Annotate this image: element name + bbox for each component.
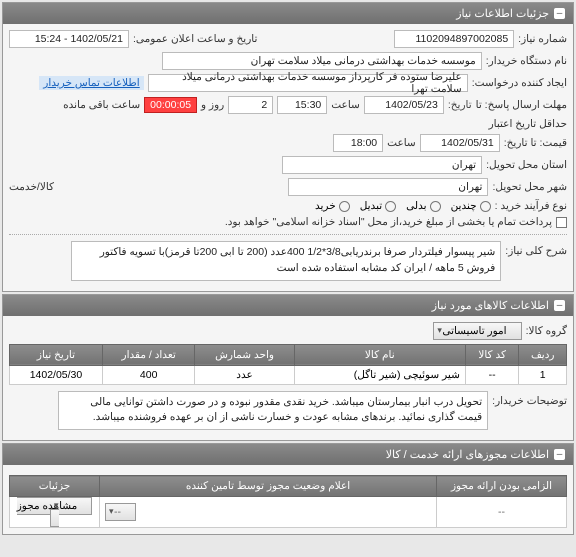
panel-title: جزئیات اطلاعات نیاز xyxy=(456,7,549,20)
cell-details: مشاهده مجوز xyxy=(10,497,100,528)
reply-deadline-label: مهلت ارسال پاسخ: تا xyxy=(476,99,567,111)
permits-table: الزامی بودن ارائه مجوز اعلام وضعیت مجوز … xyxy=(9,475,567,528)
requestor-field: علیرضا ستوده فر کارپرداز موسسه خدمات بهد… xyxy=(148,74,468,92)
until-time-field: 18:00 xyxy=(333,134,383,152)
need-no-field: 1102094897002085 xyxy=(394,30,514,48)
summary-label: شرح کلی نیاز: xyxy=(505,241,567,257)
reply-time-field: 15:30 xyxy=(277,96,327,114)
time-label-1: ساعت xyxy=(331,99,360,111)
cell-qty: 400 xyxy=(102,365,194,384)
need-info-header[interactable]: – جزئیات اطلاعات نیاز xyxy=(3,3,573,24)
cell-name: شیر سوئیچی (شیر تاگل) xyxy=(294,365,465,384)
contact-link[interactable]: اطلاعات تماس خریدار xyxy=(39,76,143,90)
goods-group-dropdown[interactable]: امور تاسیساتی xyxy=(433,322,521,340)
buy-type-label: نوع فرآیند خرید : xyxy=(495,200,567,212)
panel-title: اطلاعات کالاهای مورد نیاز xyxy=(432,299,549,312)
col-name: نام کالا xyxy=(294,344,465,365)
until-label: قیمت: تا تاریخ: xyxy=(504,137,567,149)
day-and-label: روز و xyxy=(201,99,224,111)
goods-header[interactable]: – اطلاعات کالاهای مورد نیاز xyxy=(3,295,573,316)
pub-date-field: 1402/05/21 - 15:24 xyxy=(9,30,129,48)
city-field: تهران xyxy=(288,178,488,196)
buyer-org-label: نام دستگاه خریدار: xyxy=(486,55,567,67)
need-info-body: شماره نیاز: 1102094897002085 تاریخ و ساع… xyxy=(3,24,573,291)
goods-table: ردیف کد کالا نام کالا واحد شمارش تعداد /… xyxy=(9,344,567,385)
pub-date-label: تاریخ و ساعت اعلان عمومی: xyxy=(133,33,257,45)
col-mandatory: الزامی بودن ارائه مجوز xyxy=(437,476,567,497)
cell-mandatory: -- xyxy=(437,497,567,528)
panel-title: اطلاعات مجوزهای ارائه خدمت / کالا xyxy=(386,448,549,461)
days-left-field: 2 xyxy=(228,96,273,114)
col-unit: واحد شمارش xyxy=(195,344,294,365)
col-details: جزئیات xyxy=(10,476,100,497)
col-date: تاریخ نیاز xyxy=(10,344,103,365)
col-status: اعلام وضعیت مجوز توسط تامین کننده xyxy=(100,476,437,497)
collapse-icon[interactable]: – xyxy=(554,300,565,311)
goods-panel: – اطلاعات کالاهای مورد نیاز گروه کالا: ا… xyxy=(2,294,574,442)
buyer-notes-label: توضیحات خریدار: xyxy=(492,391,567,407)
treasury-checkbox[interactable] xyxy=(556,217,567,228)
requestor-label: ایجاد کننده درخواست: xyxy=(472,77,567,89)
table-row[interactable]: 1 -- شیر سوئیچی (شیر تاگل) عدد 400 1402/… xyxy=(10,365,567,384)
collapse-icon[interactable]: – xyxy=(554,449,565,460)
table-row: -- -- مشاهده مجوز xyxy=(10,497,567,528)
need-no-label: شماره نیاز: xyxy=(518,33,567,45)
permits-header[interactable]: – اطلاعات مجوزهای ارائه خدمت / کالا xyxy=(3,444,573,465)
divider xyxy=(9,234,567,235)
province-label: استان محل تحویل: xyxy=(486,159,567,171)
need-info-panel: – جزئیات اطلاعات نیاز شماره نیاز: 110209… xyxy=(2,2,574,292)
history-label: تاریخ: xyxy=(448,99,472,111)
buy-note: پرداخت تمام یا بخشی از مبلغ خرید،از محل … xyxy=(225,216,552,228)
radio-3[interactable] xyxy=(385,201,396,212)
permits-panel: – اطلاعات مجوزهای ارائه خدمت / کالا الزا… xyxy=(2,443,574,535)
until-date-field: 1402/05/31 xyxy=(420,134,500,152)
cell-unit: عدد xyxy=(195,365,294,384)
goods-group-label: گروه کالا: xyxy=(526,325,567,337)
radio-2[interactable] xyxy=(430,201,441,212)
countdown-field: 00:00:05 xyxy=(144,97,197,113)
city-label: شهر محل تحویل: xyxy=(492,181,567,193)
radio-4[interactable] xyxy=(339,201,350,212)
collapse-icon[interactable]: – xyxy=(554,8,565,19)
remain-label: ساعت باقی مانده xyxy=(63,99,140,111)
radio-1[interactable] xyxy=(480,201,491,212)
buyer-org-field: موسسه خدمات بهداشتی درمانی میلاد سلامت ت… xyxy=(162,52,482,70)
goods-body: گروه کالا: امور تاسیساتی ردیف کد کالا نا… xyxy=(3,316,573,441)
min-history-label: حداقل تاریخ اعتبار xyxy=(471,118,567,130)
buyer-notes-text: تحویل درب انبار بیمارستان میباشد. خرید ن… xyxy=(58,391,488,431)
time-label-2: ساعت xyxy=(387,137,416,149)
cell-date: 1402/05/30 xyxy=(10,365,103,384)
province-field: تهران xyxy=(282,156,482,174)
buy-type-radios: چندین بدلی تبدیل خرید xyxy=(315,200,491,212)
summary-text: شیر پیسوار فیلتردار صرفا برندریابی3/8*1/… xyxy=(71,241,501,281)
cell-code: -- xyxy=(465,365,519,384)
col-code: کد کالا xyxy=(465,344,519,365)
cell-idx: 1 xyxy=(519,365,567,384)
view-permit-button[interactable]: مشاهده مجوز xyxy=(17,497,93,527)
status-dropdown[interactable]: -- xyxy=(105,503,136,521)
col-qty: تعداد / مقدار xyxy=(102,344,194,365)
permits-body: الزامی بودن ارائه مجوز اعلام وضعیت مجوز … xyxy=(3,465,573,534)
reply-date-field: 1402/05/23 xyxy=(364,96,444,114)
kala-label: کالا/خدمت xyxy=(9,181,54,193)
col-row: ردیف xyxy=(519,344,567,365)
